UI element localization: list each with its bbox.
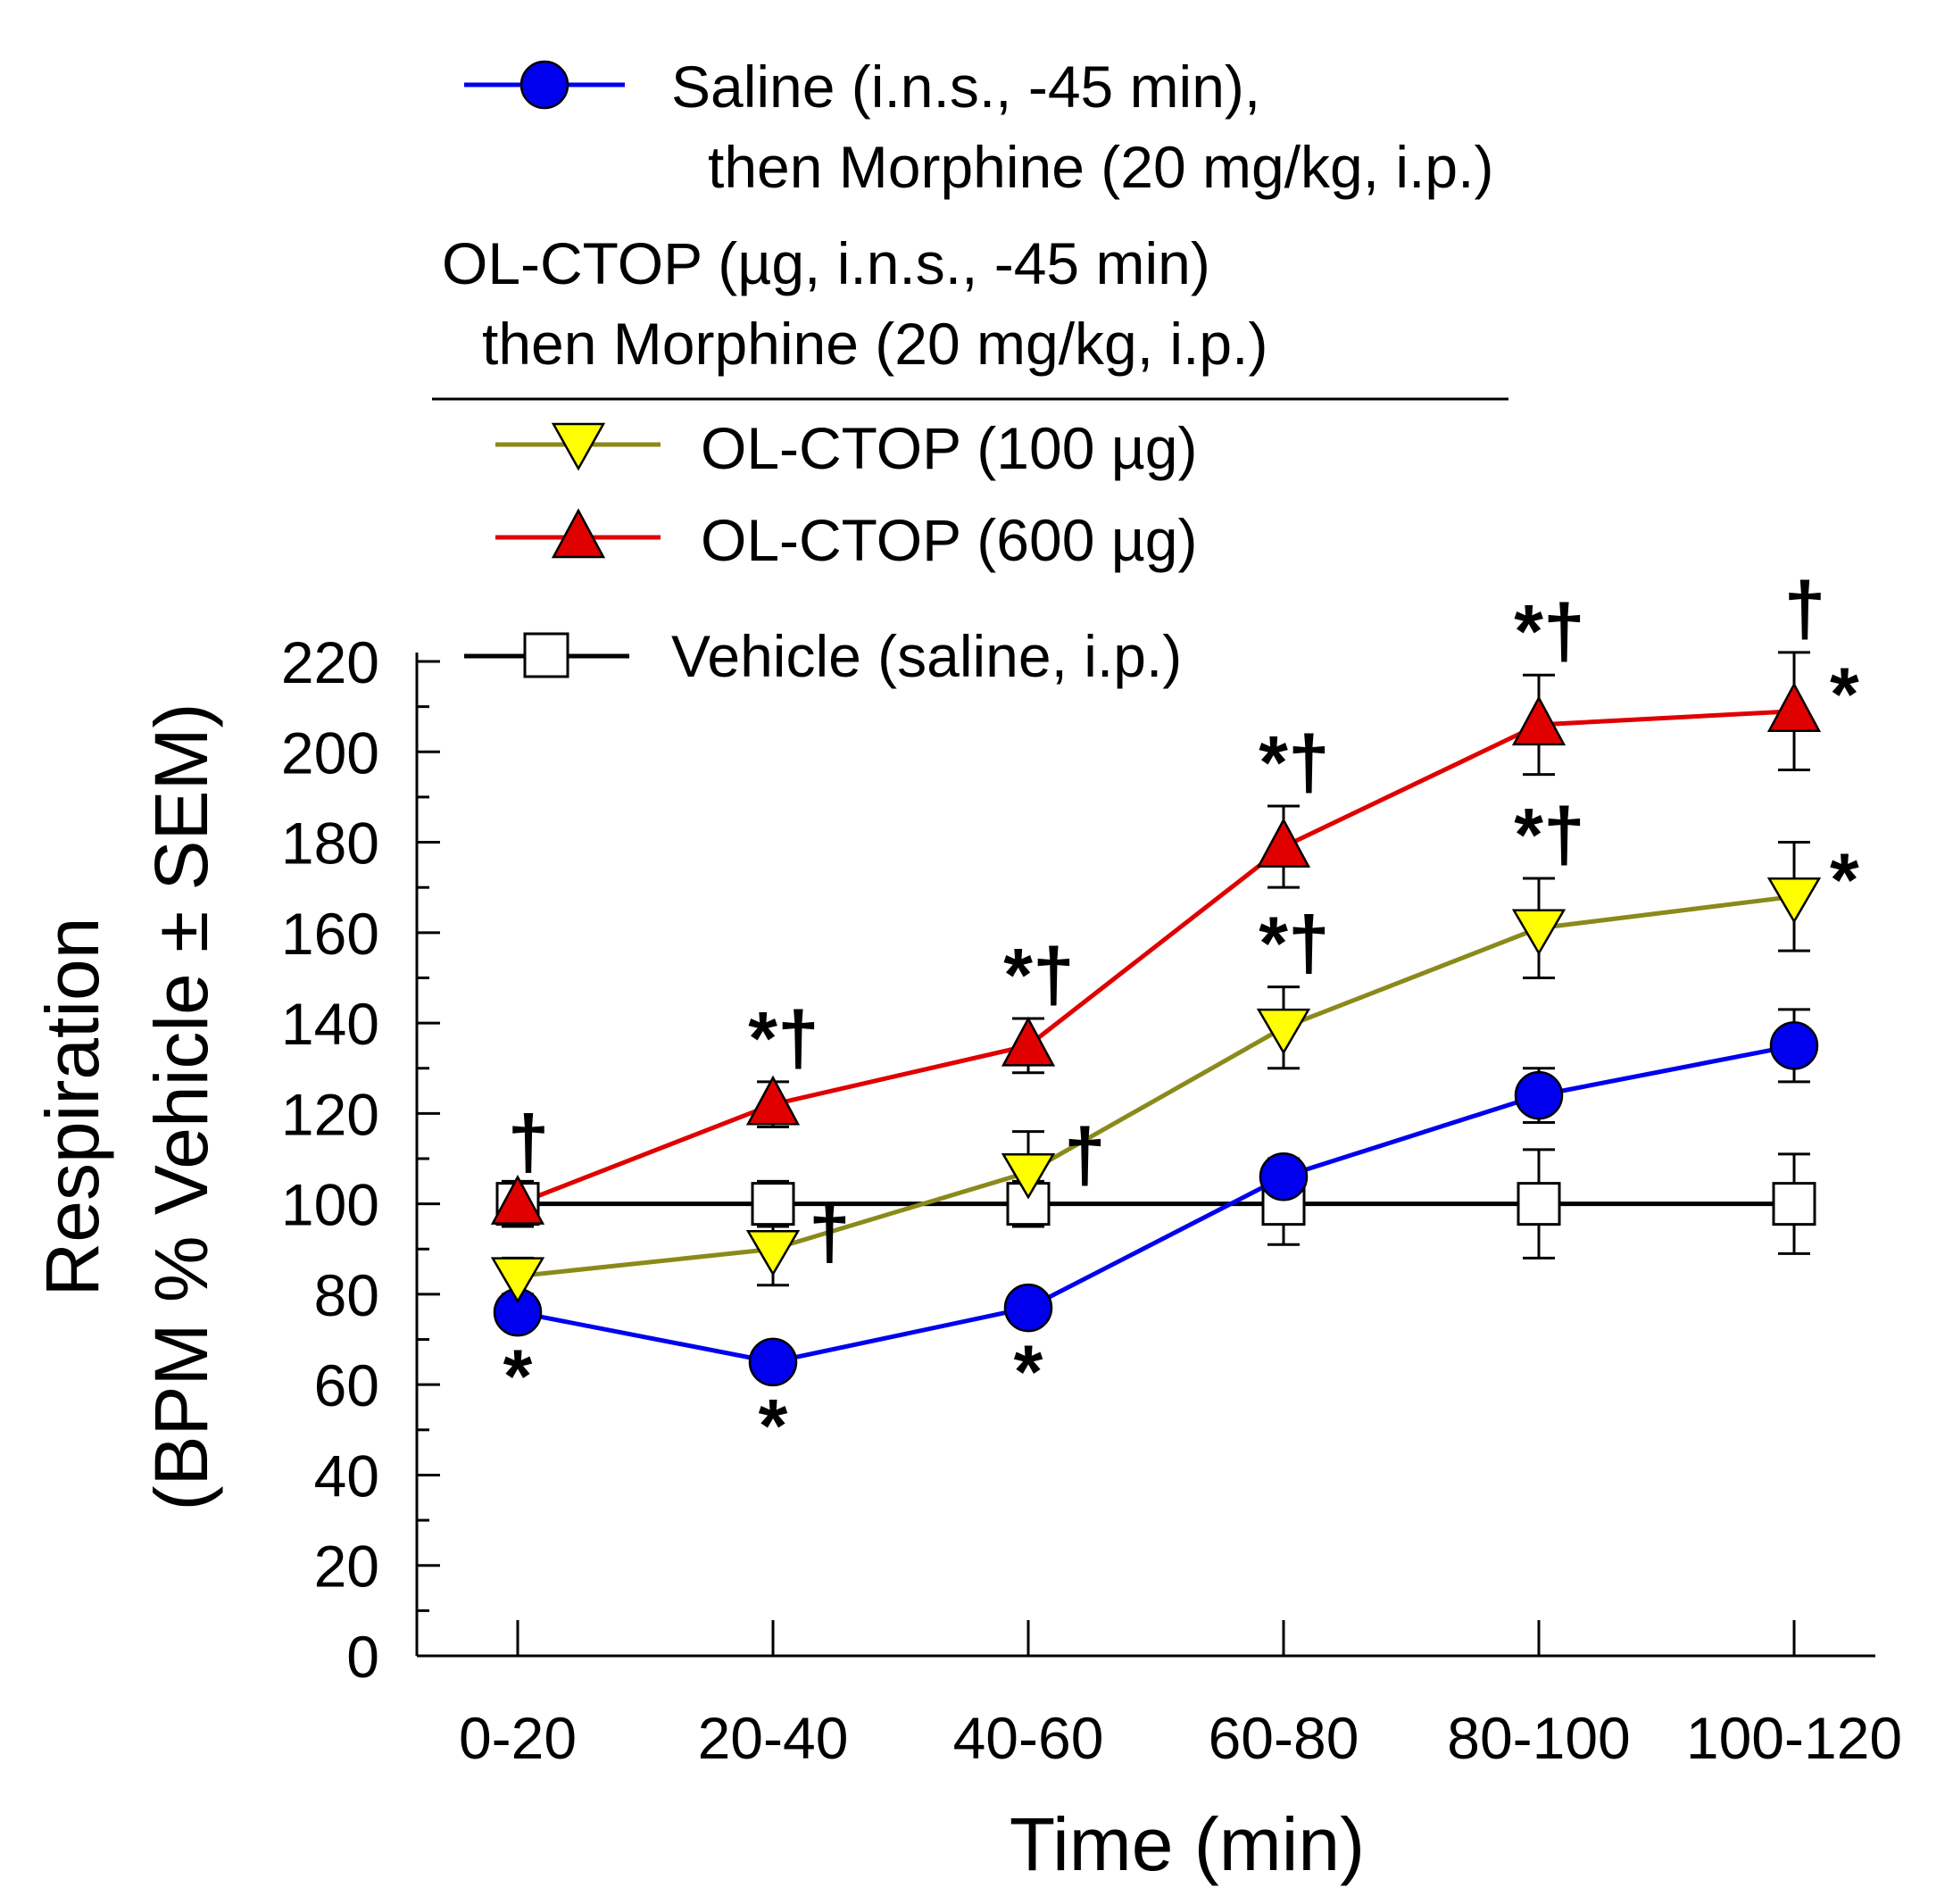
series-line-circle — [517, 1043, 1795, 1365]
series-markers — [490, 682, 1822, 1387]
x-tick-label: 60-80 — [1209, 1705, 1359, 1771]
y-tick-label: 220 — [281, 629, 379, 695]
data-point-vehicle — [1772, 1182, 1816, 1226]
data-point-olctop600 — [490, 1174, 545, 1225]
data-point-vehicle — [751, 1182, 795, 1226]
significance-marker: *† — [1259, 720, 1329, 804]
series-line-triangle-down — [517, 894, 1795, 1279]
axes — [415, 653, 1875, 1658]
significance-marker: * — [1830, 653, 1859, 736]
data-point-olctop600 — [1001, 1016, 1056, 1067]
y-tick-label: 0 — [346, 1624, 379, 1690]
significance-marker: * — [1014, 1329, 1043, 1413]
series-lines — [517, 709, 1795, 1365]
data-point-olctop600 — [1511, 695, 1567, 746]
data-point-olctop100 — [1001, 1152, 1056, 1200]
legend-olctop100-label: OL-CTOP (100 µg) — [701, 415, 1197, 481]
legend-group-header-line2: then Morphine (20 mg/kg, i.p.) — [482, 311, 1267, 377]
data-point-olctop100 — [490, 1257, 545, 1304]
legend-vehicle-label: Vehicle (saline, i.p.) — [671, 623, 1182, 689]
significance-marker: † — [1784, 567, 1826, 651]
data-point-saline — [1003, 1283, 1053, 1333]
legend-vehicle-marker — [523, 632, 569, 678]
y-tick-label: 100 — [281, 1172, 379, 1238]
data-point-vehicle — [1517, 1182, 1561, 1226]
y-tick-label: 160 — [281, 901, 379, 967]
y-ticks: 0 20 40 60 80 100 120 140 160 180 200 220 — [281, 629, 440, 1690]
data-point-saline — [1259, 1152, 1309, 1201]
data-point-olctop600 — [1766, 682, 1822, 732]
x-tick-label: 20-40 — [698, 1705, 849, 1771]
y-tick-label: 200 — [281, 719, 379, 786]
significance-marker: † — [508, 1100, 550, 1184]
y-axis-title-line2: (BPM % Vehicle ± SEM) — [139, 703, 223, 1510]
data-point-saline — [1514, 1070, 1564, 1120]
x-tick-label: 40-60 — [953, 1705, 1104, 1771]
significance-marker: *† — [1514, 589, 1584, 673]
significance-marker: * — [503, 1334, 533, 1418]
y-tick-label: 120 — [281, 1081, 379, 1147]
significance-marker: † — [809, 1190, 851, 1274]
significance-marker: † — [1064, 1113, 1106, 1197]
significance-annotations: ***†*†*†*†*† †*††*†*†* — [503, 567, 1859, 1467]
data-point-olctop600 — [745, 1075, 801, 1126]
data-point-olctop100 — [1766, 877, 1822, 924]
x-tick-label: 80-100 — [1447, 1705, 1631, 1771]
legend-saline-marker — [519, 60, 569, 110]
y-tick-label: 80 — [314, 1262, 379, 1328]
data-point-olctop100 — [745, 1230, 801, 1276]
legend-olctop600-label: OL-CTOP (600 µg) — [701, 507, 1197, 573]
y-tick-label: 20 — [314, 1534, 379, 1600]
significance-marker: *† — [1259, 902, 1329, 985]
y-tick-label: 60 — [314, 1352, 379, 1418]
x-tick-label: 0-20 — [459, 1705, 577, 1771]
series-line-triangle-up — [517, 709, 1795, 1206]
x-tick-label: 100-120 — [1686, 1705, 1902, 1771]
x-axis-title: Time (min) — [1010, 1802, 1365, 1886]
legend-olctop600-marker — [551, 508, 606, 559]
legend-saline-label-line2: then Morphine (20 mg/kg, i.p.) — [708, 134, 1493, 200]
x-ticks: 0-20 20-40 40-60 60-80 80-100 100-120 — [459, 1620, 1902, 1771]
data-point-saline — [1769, 1021, 1819, 1070]
significance-marker: *† — [1514, 793, 1584, 877]
legend-olctop100-marker — [551, 422, 606, 471]
y-axis-title-line1: Respiration — [30, 918, 114, 1297]
data-point-saline — [748, 1337, 798, 1387]
significance-marker: *† — [1003, 933, 1074, 1017]
legend-saline-label-line1: Saline (i.n.s., -45 min), — [671, 54, 1260, 120]
legend-group-header-line1: OL-CTOP (µg, i.n.s., -45 min) — [442, 230, 1210, 296]
significance-marker: * — [759, 1384, 788, 1467]
y-tick-label: 180 — [281, 811, 379, 877]
error-bars — [502, 651, 1810, 1377]
y-tick-label: 40 — [314, 1443, 379, 1509]
data-point-vehicle — [1006, 1182, 1051, 1226]
data-point-olctop100 — [1511, 909, 1567, 956]
significance-marker: * — [1830, 837, 1859, 921]
significance-marker: *† — [748, 996, 819, 1080]
legend: Saline (i.n.s., -45 min), then Morphine … — [432, 54, 1508, 689]
data-point-olctop100 — [1256, 1008, 1311, 1055]
y-tick-label: 140 — [281, 991, 379, 1057]
data-point-olctop600 — [1256, 817, 1311, 868]
